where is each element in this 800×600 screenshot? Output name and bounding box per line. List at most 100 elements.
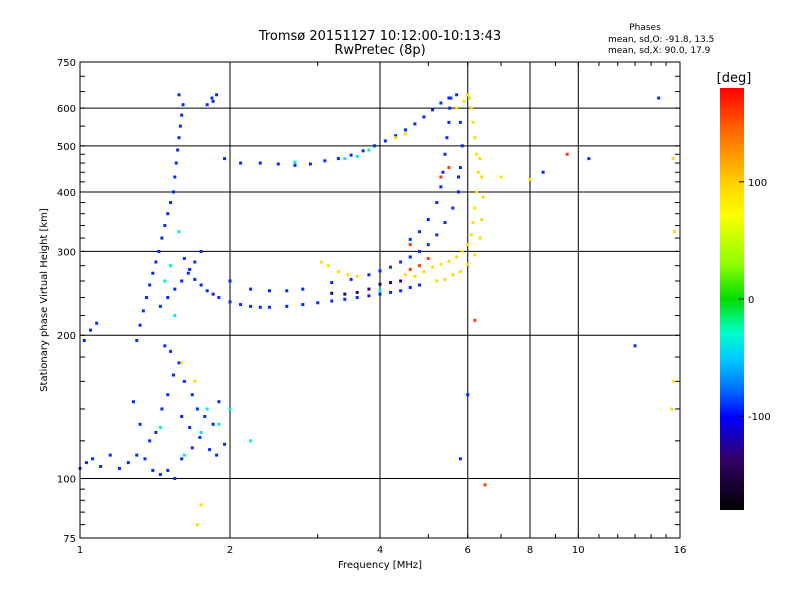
echo-point (673, 230, 677, 234)
echo-point (458, 166, 462, 170)
echo-point (182, 379, 186, 383)
echo-point (478, 236, 482, 240)
echo-point (448, 106, 452, 110)
echo-point (439, 262, 443, 266)
echo-point (455, 106, 459, 110)
echo-point (426, 218, 430, 222)
echo-point (466, 393, 470, 397)
echo-point (180, 457, 184, 461)
echo-point (169, 349, 173, 353)
echo-point (671, 157, 675, 161)
echo-point (403, 273, 407, 277)
echo-point (131, 400, 135, 404)
echo-point (157, 249, 161, 253)
echo-point (443, 152, 447, 156)
stats-line-x: mean, sd,X: 90.0, 17.9 (608, 46, 711, 56)
echo-point (323, 159, 327, 163)
echo-point (301, 287, 305, 291)
echo-point (173, 314, 177, 318)
echo-point (95, 321, 99, 325)
echo-point (293, 160, 297, 164)
colorbar: [deg] 100 0 -100 (717, 71, 771, 510)
echo-point (349, 277, 353, 281)
echo-point (126, 461, 130, 465)
x-tick-label: 2 (227, 545, 233, 556)
echo-point (210, 96, 214, 100)
echo-point (177, 93, 181, 97)
colorbar-tick-label: 0 (748, 295, 754, 306)
echo-point (258, 305, 262, 309)
echo-point (326, 264, 330, 268)
echo-point (163, 344, 167, 348)
echo-point (154, 260, 158, 264)
colorbar-tick-label: -100 (748, 412, 771, 423)
stats-heading: Phases (629, 23, 661, 33)
echo-point (193, 260, 197, 264)
echo-point (199, 430, 203, 434)
echo-point (457, 175, 461, 179)
echo-point (431, 108, 435, 112)
echo-point (138, 422, 142, 426)
echo-point (399, 289, 403, 293)
echo-point (541, 170, 545, 174)
echo-point (89, 328, 93, 332)
echo-point (471, 221, 475, 225)
echo-point (499, 175, 503, 179)
echo-point (138, 323, 142, 327)
echo-point (316, 301, 320, 305)
echo-point (403, 132, 407, 136)
echo-point (469, 106, 473, 110)
echo-point (163, 279, 167, 283)
echo-point (458, 120, 462, 124)
echo-point (336, 270, 340, 274)
echo-point (188, 267, 192, 271)
echo-point (460, 144, 464, 148)
echo-point (403, 128, 407, 132)
echo-point (657, 96, 661, 100)
echo-point (476, 170, 480, 174)
echo-point (195, 523, 199, 527)
echo-point (378, 282, 382, 286)
echo-point (346, 273, 350, 277)
echo-point (180, 279, 184, 283)
echo-point (481, 195, 485, 199)
echo-point (373, 144, 377, 148)
echo-point (205, 103, 209, 107)
echo-point (239, 161, 243, 165)
echo-point (223, 157, 227, 161)
echo-point (451, 206, 455, 210)
echo-point (473, 136, 477, 140)
echo-point (82, 338, 86, 342)
x-axis-ticks: 1 2 4 6 8 10 16 (77, 62, 686, 556)
echo-point (417, 249, 421, 253)
echo-point (84, 461, 88, 465)
echo-point (670, 407, 674, 411)
echo-point (447, 96, 451, 100)
echo-point (166, 296, 170, 300)
echo-point (174, 161, 178, 165)
echo-point (417, 230, 421, 234)
echo-point (468, 96, 472, 100)
echo-point (378, 269, 382, 273)
echo-point (455, 255, 459, 259)
phase-stats: Phases mean, sd,O: -91.8, 13.5 mean, sd,… (608, 23, 714, 56)
echo-point (355, 290, 359, 294)
echo-point (389, 265, 393, 269)
echo-point (394, 136, 398, 140)
echo-point (349, 153, 353, 157)
echo-point (169, 201, 173, 205)
echo-point (258, 161, 262, 165)
echo-point (449, 96, 453, 100)
x-tick-label: 8 (527, 545, 533, 556)
echo-point (177, 136, 181, 140)
echo-point (203, 414, 207, 418)
echo-point (367, 294, 371, 298)
echo-point (143, 457, 147, 461)
echo-point (330, 291, 334, 295)
echo-point (166, 212, 170, 216)
echo-point (458, 270, 462, 274)
echo-point (383, 139, 387, 143)
echo-point (528, 177, 532, 181)
echo-point (211, 99, 215, 103)
